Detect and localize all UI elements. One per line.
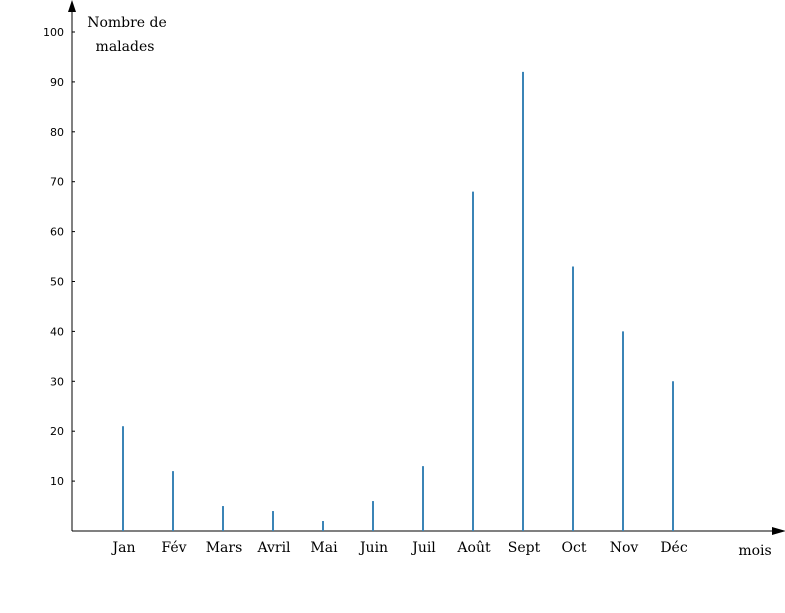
y-tick-label: 10 — [50, 475, 64, 488]
y-tick-label: 30 — [50, 375, 64, 388]
y-axis-arrow — [68, 0, 76, 12]
y-tick-label: 60 — [50, 226, 64, 239]
y-tick-label: 20 — [50, 425, 64, 438]
y-axis-label-line-1: Nombre de — [87, 15, 167, 31]
x-tick-label: Juil — [410, 540, 436, 556]
x-tick-label: Sept — [508, 540, 541, 556]
x-tick-label: Avril — [256, 540, 291, 556]
x-tick-label: Oct — [562, 540, 587, 556]
x-tick-label: Fév — [161, 540, 186, 556]
axes — [68, 0, 785, 535]
x-tick-label: Mai — [310, 540, 338, 556]
x-axis-label: mois — [738, 543, 771, 559]
y-tick-label: 40 — [50, 325, 64, 338]
x-tick-label: Jan — [111, 540, 136, 556]
x-tick-label: Déc — [660, 540, 688, 556]
y-tick-label: 100 — [43, 26, 64, 39]
x-ticks: Jan Fév Mars Avril Mai Juin Juil Août Sept Oct Nov… — [111, 540, 688, 556]
y-tick-label: 70 — [50, 176, 64, 189]
y-tick-label: 80 — [50, 126, 64, 139]
y-ticks: 10 20 30 40 50 60 70 80 90 100 — [43, 26, 75, 488]
x-tick-label: Juin — [358, 540, 388, 556]
x-tick-label: Mars — [206, 540, 243, 556]
y-tick-label: 50 — [50, 276, 64, 289]
y-axis-label-line-2: malades — [96, 39, 155, 55]
x-tick-label: Nov — [610, 540, 639, 556]
y-tick-label: 90 — [50, 76, 64, 89]
x-tick-label: Août — [456, 540, 491, 556]
x-axis-arrow — [772, 527, 785, 535]
stems — [122, 71, 674, 531]
